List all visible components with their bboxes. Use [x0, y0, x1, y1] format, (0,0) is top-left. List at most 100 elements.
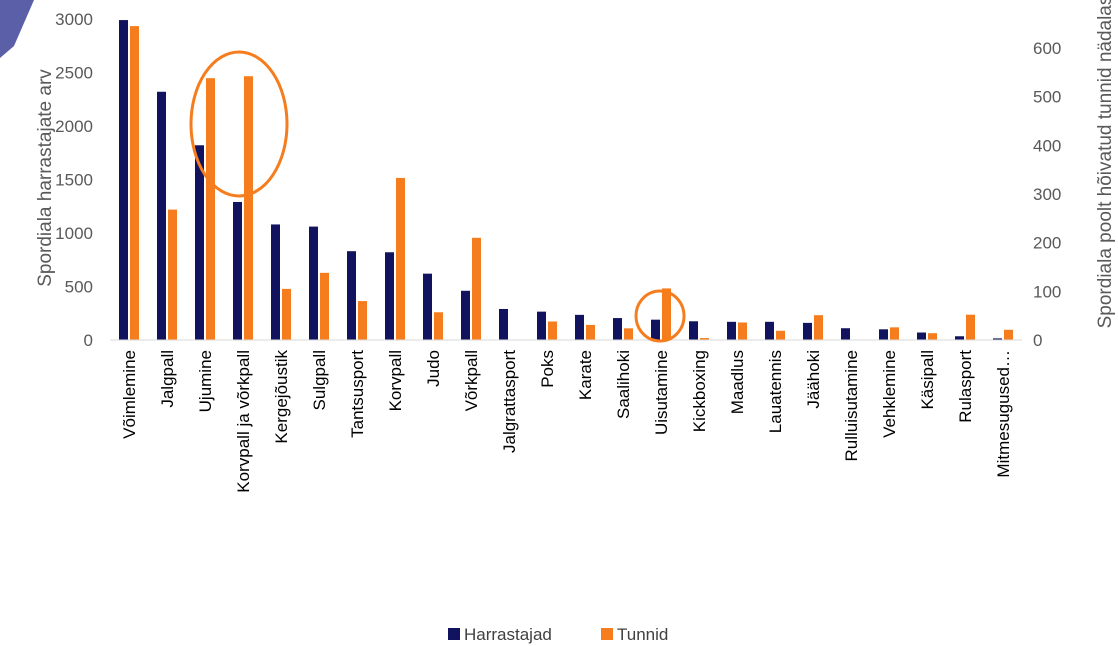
- left-tick-label: 3000: [55, 10, 93, 29]
- left-tick-label: 1500: [55, 171, 93, 190]
- bar-tunnid: [776, 330, 785, 340]
- bar-harrastajad: [879, 329, 888, 340]
- bar-tunnid: [738, 322, 747, 340]
- category-label: Ujumine: [196, 350, 215, 412]
- bar-harrastajad: [917, 332, 926, 340]
- y2-axis-title: Spordiala poolt hõivatud tunnid nädalas: [1095, 0, 1116, 328]
- left-tick-label: 500: [65, 278, 93, 297]
- category-labels: Võimlemine Jalgpall Ujumine Korvpall ja võr…: [120, 350, 1013, 493]
- bar-tunnid: [244, 76, 253, 340]
- bar-harrastajad: [803, 322, 812, 340]
- category-label: Uisutamine: [652, 350, 671, 435]
- bar-harrastajad: [309, 226, 318, 340]
- category-label: Käsipall: [918, 350, 937, 410]
- bar-tunnid: [814, 315, 823, 340]
- bar-harrastajad: [955, 336, 964, 340]
- highlight-circle-uisutamine: [634, 289, 686, 343]
- bar-tunnid: [928, 333, 937, 340]
- bar-tunnid: [586, 324, 595, 340]
- bar-harrastajad: [765, 321, 774, 340]
- bar-harrastajad: [841, 328, 850, 340]
- bar-tunnid: [206, 78, 215, 340]
- bar-tunnid: [548, 321, 557, 340]
- category-label: Maadlus: [728, 350, 747, 414]
- bar-tunnid: [434, 312, 443, 340]
- bar-tunnid: [966, 314, 975, 340]
- bar-harrastajad: [119, 20, 128, 340]
- category-label: Jäähoki: [804, 350, 823, 409]
- legend-swatch-harrastajad: [448, 628, 460, 640]
- category-label: Jalgpall: [158, 350, 177, 408]
- highlight-circles: [189, 50, 686, 343]
- corner-decoration: [0, 0, 34, 58]
- category-label: Karate: [576, 350, 595, 400]
- right-axis-ticks: 0 100 200 300 400 500 600: [1033, 39, 1061, 350]
- bars: [119, 20, 1013, 340]
- bar-harrastajad: [461, 290, 470, 340]
- highlight-circle-ujumine-korvpall: [189, 50, 289, 198]
- bar-tunnid: [282, 288, 291, 340]
- category-label: Lauatennis: [766, 350, 785, 433]
- bar-harrastajad: [157, 91, 166, 340]
- bar-tunnid: [130, 26, 139, 340]
- category-label: Võimlemine: [120, 350, 139, 439]
- left-tick-label: 1000: [55, 224, 93, 243]
- bar-harrastajad: [537, 311, 546, 340]
- category-label: Jalgrattasport: [500, 350, 519, 453]
- bar-harrastajad: [347, 251, 356, 340]
- bar-tunnid: [168, 209, 177, 340]
- category-label: Saalihoki: [614, 350, 633, 419]
- right-tick-label: 500: [1033, 88, 1061, 107]
- bar-harrastajad: [727, 321, 736, 340]
- left-tick-label: 2500: [55, 64, 93, 83]
- right-tick-label: 200: [1033, 234, 1061, 253]
- bar-tunnid: [662, 288, 671, 340]
- category-label: Tantsusport: [348, 350, 367, 438]
- bar-harrastajad: [385, 252, 394, 340]
- y-axis-title: Spordiala harrastajate arv: [35, 69, 56, 287]
- left-tick-label: 0: [84, 331, 93, 350]
- category-label: Judo: [424, 350, 443, 387]
- bar-harrastajad: [233, 201, 242, 340]
- bar-tunnid: [890, 327, 899, 340]
- bar-harrastajad: [195, 145, 204, 340]
- bar-harrastajad: [689, 321, 698, 340]
- bar-harrastajad: [423, 273, 432, 340]
- left-axis-ticks: 0 500 1000 1500 2000 2500 3000: [55, 10, 93, 350]
- bar-harrastajad: [575, 314, 584, 340]
- right-tick-label: 400: [1033, 136, 1061, 155]
- category-label: Võrkpall: [462, 350, 481, 411]
- bar-tunnid: [396, 177, 405, 340]
- right-tick-label: 0: [1033, 331, 1042, 350]
- bar-harrastajad: [499, 308, 508, 340]
- category-label: Rulasport: [956, 350, 975, 423]
- bar-harrastajad: [613, 318, 622, 340]
- bar-harrastajad: [993, 338, 1002, 340]
- category-label: Kergejõustik: [272, 350, 291, 444]
- bar-tunnid: [1004, 329, 1013, 340]
- bar-tunnid: [320, 272, 329, 340]
- bar-tunnid: [700, 338, 709, 340]
- legend-label-harrastajad: Harrastajad: [464, 625, 552, 644]
- bar-harrastajad: [271, 224, 280, 340]
- legend-label-tunnid: Tunnid: [617, 625, 668, 644]
- bar-tunnid: [358, 301, 367, 340]
- category-label: Vehklemine: [880, 350, 899, 438]
- legend: Harrastajad Tunnid: [448, 625, 668, 644]
- category-label: Korvpall: [386, 350, 405, 411]
- right-tick-label: 600: [1033, 39, 1061, 58]
- category-label: Mitmesugused…: [994, 350, 1013, 478]
- right-tick-label: 100: [1033, 282, 1061, 301]
- legend-swatch-tunnid: [601, 628, 613, 640]
- bar-tunnid: [472, 237, 481, 340]
- category-label: Korvpall ja võrkpall: [234, 350, 253, 493]
- bar-harrastajad: [651, 319, 660, 340]
- category-label: Kickboxing: [690, 350, 709, 432]
- category-label: Rulluisutamine: [842, 350, 861, 462]
- category-label: Poks: [538, 350, 557, 388]
- bar-tunnid: [624, 328, 633, 340]
- category-label: Sulgpall: [310, 350, 329, 411]
- left-tick-label: 2000: [55, 117, 93, 136]
- right-tick-label: 300: [1033, 185, 1061, 204]
